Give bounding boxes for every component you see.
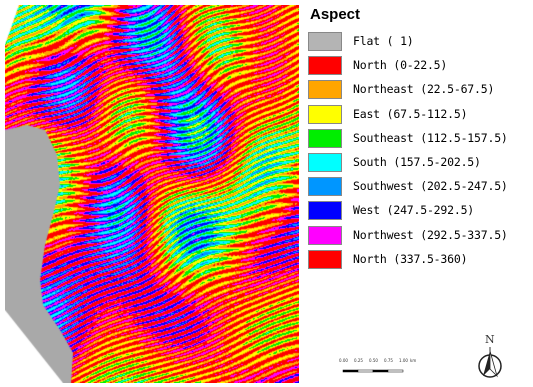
legend-swatch [308,104,342,124]
north-label: N [485,333,495,346]
legend-swatch [308,225,342,245]
north-arrow-icon [478,347,502,378]
legend-item: East (67.5-112.5) [308,104,530,125]
legend-label: Northeast (22.5-67.5) [353,82,495,97]
legend-swatch [308,56,342,76]
scale-bar-tick-label: 0.50 [369,358,378,363]
legend-item: North (0-22.5) [308,56,530,76]
legend-label: Southeast (112.5-157.5) [353,130,508,145]
scale-bar-tick-label: 0.00 [339,358,348,363]
scale-bar-tick-label: 1.00 [399,358,408,363]
scale-bar-tick-label: 0.75 [384,358,393,363]
legend-item: Southwest (202.5-247.5) [308,177,530,197]
scale-bar-graphic [342,369,404,373]
scale-bar-segment [342,369,359,373]
legend: Aspect Flat ( 1) North (0-22.5) Northeast … [308,6,530,306]
legend-item: West (247.5-292.5) [308,201,530,221]
legend-swatch [308,153,342,172]
legend-item: Southeast (112.5-157.5) [308,128,530,149]
scale-bar-tick-label: 0.25 [354,358,363,363]
legend-label: North (337.5-360) [353,251,468,266]
legend-label: West (247.5-292.5) [353,203,475,218]
legend-item: Northwest (292.5-337.5) [308,225,530,246]
aspect-map [5,5,299,383]
legend-label: North (0-22.5) [353,58,448,73]
legend-item: South (157.5-202.5) [308,153,530,173]
legend-swatch [308,177,342,197]
scale-bar-segment [387,369,404,373]
legend-title: Aspect [310,6,361,23]
legend-item: North (337.5-360) [308,249,530,270]
scale-bar-unit: km [410,358,417,363]
legend-label: Southwest (202.5-247.5) [353,179,508,194]
legend-label: East (67.5-112.5) [353,106,468,121]
legend-label: South (157.5-202.5) [353,155,481,169]
scale-bar-segment [372,369,389,373]
legend-swatch [308,80,342,100]
legend-swatch [308,201,342,221]
legend-swatch [308,249,342,269]
aspect-raster [5,5,299,383]
legend-item: Northeast (22.5-67.5) [308,80,530,100]
legend-item: Flat ( 1) [308,32,530,52]
scale-bar-segment [357,369,374,373]
legend-swatch [308,32,342,51]
north-arrow: N [475,333,505,381]
legend-label: Flat ( 1) [353,34,414,48]
legend-label: Northwest (292.5-337.5) [353,227,508,242]
scale-bar: 0.00 0.25 0.50 0.75 1.00 km [339,358,449,378]
legend-swatch [308,128,342,148]
